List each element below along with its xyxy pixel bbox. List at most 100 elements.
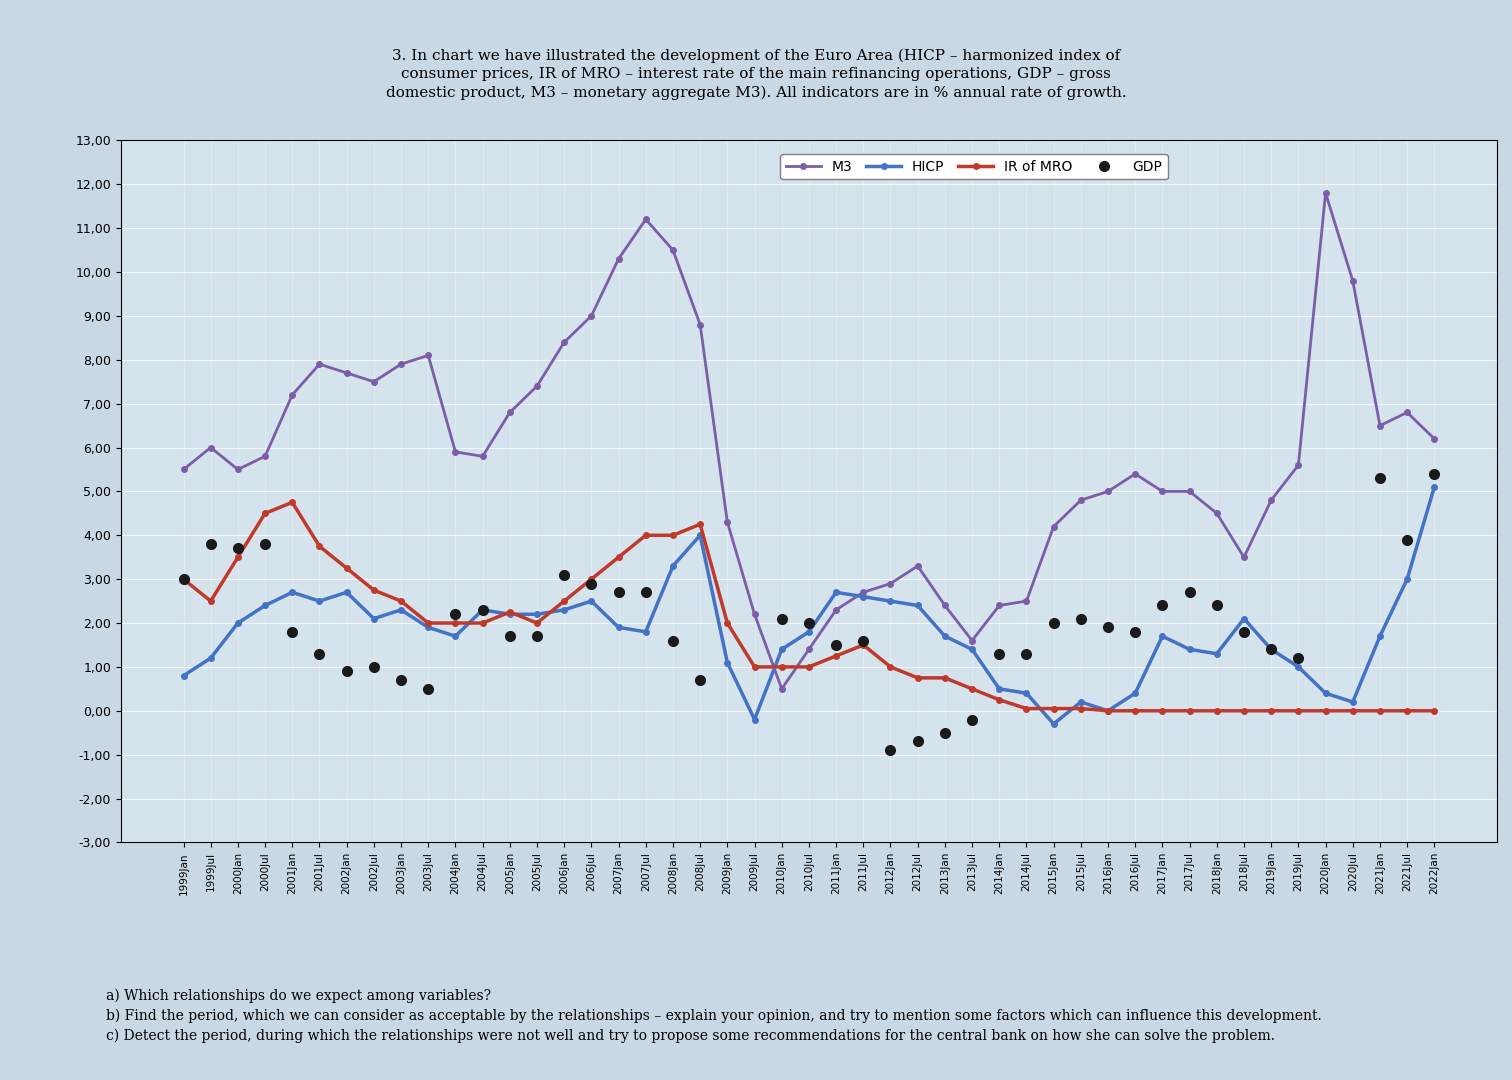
IR of MRO <box>664 529 682 542</box>
M3 <box>664 244 682 257</box>
IR of MRO <box>909 672 927 685</box>
IR of MRO <box>936 672 954 685</box>
M3 <box>1290 459 1308 472</box>
GDP <box>1290 651 1308 664</box>
Line: HICP: HICP <box>181 484 1436 727</box>
GDP <box>691 674 709 687</box>
HICP <box>773 643 791 656</box>
HICP <box>1072 696 1090 708</box>
Line: IR of MRO: IR of MRO <box>181 500 1436 714</box>
M3 <box>745 608 764 621</box>
HICP <box>1208 647 1226 660</box>
IR of MRO <box>637 529 655 542</box>
IR of MRO <box>1099 704 1117 717</box>
GDP <box>1181 585 1199 598</box>
GDP <box>1072 612 1090 625</box>
IR of MRO <box>228 551 246 564</box>
HICP <box>201 651 219 664</box>
HICP <box>1126 687 1145 700</box>
GDP <box>1263 643 1281 656</box>
IR of MRO <box>609 551 627 564</box>
GDP <box>718 919 736 932</box>
IR of MRO <box>963 683 981 696</box>
GDP <box>664 634 682 647</box>
IR of MRO <box>419 617 437 630</box>
M3 <box>691 319 709 332</box>
HICP <box>1099 704 1117 717</box>
M3 <box>1018 595 1036 608</box>
HICP <box>473 604 491 617</box>
HICP <box>256 599 274 612</box>
GDP <box>1045 617 1063 630</box>
IR of MRO <box>773 660 791 674</box>
M3 <box>1317 187 1335 200</box>
GDP <box>637 585 655 598</box>
HICP <box>1045 717 1063 730</box>
GDP <box>174 572 192 585</box>
M3 <box>500 406 519 419</box>
M3 <box>1154 485 1172 498</box>
HICP <box>963 643 981 656</box>
GDP <box>419 683 437 696</box>
GDP <box>745 880 764 893</box>
GDP <box>392 674 410 687</box>
IR of MRO <box>1317 704 1335 717</box>
M3 <box>1072 494 1090 507</box>
HICP <box>310 595 328 608</box>
HICP <box>500 608 519 621</box>
HICP <box>1317 687 1335 700</box>
HICP <box>283 585 301 598</box>
GDP <box>582 577 600 590</box>
HICP <box>827 585 845 598</box>
IR of MRO <box>364 583 383 596</box>
GDP <box>1344 897 1362 910</box>
M3 <box>256 449 274 462</box>
IR of MRO <box>800 660 818 674</box>
GDP <box>1399 534 1417 546</box>
M3 <box>1263 494 1281 507</box>
M3 <box>963 634 981 647</box>
IR of MRO <box>827 649 845 662</box>
GDP <box>1018 647 1036 660</box>
HICP <box>609 621 627 634</box>
GDP <box>1426 468 1444 481</box>
HICP <box>1235 612 1253 625</box>
IR of MRO <box>1154 704 1172 717</box>
M3 <box>990 599 1009 612</box>
HICP <box>364 612 383 625</box>
IR of MRO <box>1045 702 1063 715</box>
HICP <box>337 585 355 598</box>
GDP <box>1099 621 1117 634</box>
IR of MRO <box>1018 702 1036 715</box>
GDP <box>1126 625 1145 638</box>
IR of MRO <box>528 617 546 630</box>
GDP <box>528 630 546 643</box>
IR of MRO <box>1344 704 1362 717</box>
GDP <box>473 604 491 617</box>
M3 <box>555 336 573 349</box>
IR of MRO <box>283 496 301 509</box>
HICP <box>745 713 764 726</box>
M3 <box>1426 432 1444 445</box>
HICP <box>528 608 546 621</box>
IR of MRO <box>1371 704 1390 717</box>
IR of MRO <box>337 562 355 575</box>
M3 <box>364 375 383 388</box>
IR of MRO <box>718 617 736 630</box>
GDP <box>283 625 301 638</box>
HICP <box>718 656 736 669</box>
IR of MRO <box>582 572 600 585</box>
IR of MRO <box>1290 704 1308 717</box>
HICP <box>1344 696 1362 708</box>
IR of MRO <box>1235 704 1253 717</box>
GDP <box>909 735 927 748</box>
GDP <box>773 612 791 625</box>
IR of MRO <box>691 517 709 530</box>
HICP <box>555 604 573 617</box>
IR of MRO <box>201 595 219 608</box>
HICP <box>174 670 192 683</box>
IR of MRO <box>745 660 764 674</box>
M3 <box>473 449 491 462</box>
M3 <box>1344 274 1362 287</box>
M3 <box>1126 468 1145 481</box>
